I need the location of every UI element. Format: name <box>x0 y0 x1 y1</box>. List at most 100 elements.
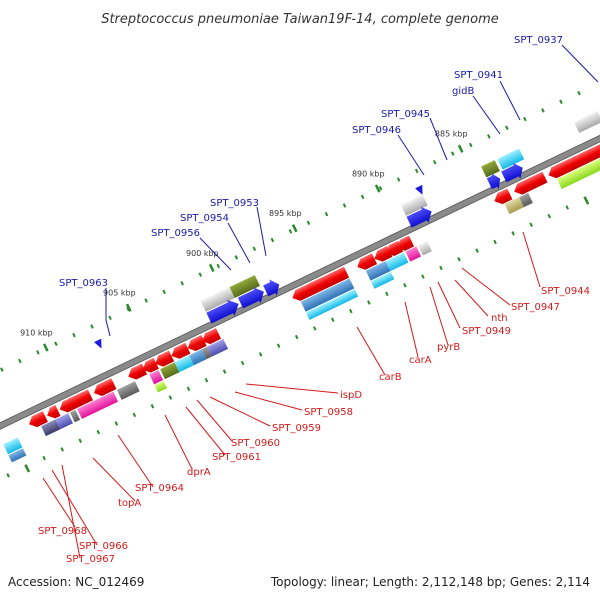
gene-tile <box>41 419 61 437</box>
kbp-label: 900 kbp <box>186 249 219 258</box>
gene-tile <box>77 391 119 419</box>
bottom-gene-labels: SPT_0944 SPT_0947 nth SPT_0949 pyrB carA… <box>38 286 590 565</box>
gene-label: SPT_0944 <box>541 286 590 297</box>
map-title: Streptococcus pneumoniae Taiwan19F-14, c… <box>101 12 499 27</box>
gene-label: SPT_0963 <box>59 278 108 289</box>
gene-arrow <box>406 206 432 228</box>
gene-arrow <box>494 188 513 205</box>
gene-label: SPT_0961 <box>212 452 261 463</box>
gene-label: SPT_0949 <box>462 326 511 337</box>
gene-tile <box>306 289 359 320</box>
gene-tile <box>207 338 229 357</box>
gene-label: SPT_0960 <box>231 438 280 449</box>
gene-tile <box>3 437 23 455</box>
gene-arrow <box>237 287 264 309</box>
gene-arrow <box>155 350 175 367</box>
gene-tile <box>189 349 207 366</box>
forward-genes <box>200 110 600 324</box>
gene-arrow <box>357 253 378 270</box>
top-gene-labels: SPT_0937 SPT_0941 gidB SPT_0945 SPT_0946… <box>59 35 563 289</box>
gene-label: SPT_0954 <box>180 213 229 224</box>
kbp-label: 885 kbp <box>435 130 468 139</box>
lower-tick-row <box>6 196 590 478</box>
gene-tile <box>8 448 27 463</box>
gene-label: nth <box>491 313 508 324</box>
summary-text: Topology: linear; Length: 2,112,148 bp; … <box>270 575 590 589</box>
major-tick <box>125 303 132 312</box>
gene-label: topA <box>118 498 141 509</box>
gene-label: SPT_0953 <box>210 198 259 209</box>
gene-arrow <box>514 171 548 195</box>
reverse-genes <box>3 143 600 463</box>
major-tick <box>24 464 31 473</box>
kbp-label: 890 kbp <box>352 169 385 178</box>
strand-marker-icon <box>415 184 423 195</box>
gene-tile <box>160 362 180 380</box>
gene-tile <box>400 194 428 216</box>
gene-arrow <box>128 363 148 380</box>
major-tick <box>457 144 464 153</box>
gene-tile <box>55 413 73 430</box>
gene-tile <box>370 272 395 289</box>
major-tick <box>42 343 49 352</box>
gene-tile <box>229 275 260 299</box>
gene-tile <box>497 148 525 170</box>
gene-arrow <box>29 411 48 428</box>
major-tick <box>291 224 298 233</box>
gene-tile <box>405 246 422 262</box>
gene-label: SPT_0966 <box>79 541 128 552</box>
gene-label: SPT_0937 <box>514 35 563 46</box>
upper-tick-row <box>0 90 581 372</box>
gene-tile <box>556 154 600 190</box>
gene-tile <box>481 160 500 178</box>
gene-tile <box>519 192 533 208</box>
gene-arrow <box>548 143 600 179</box>
major-tick <box>374 184 381 193</box>
top-leader-lines <box>105 44 599 337</box>
gene-tile <box>201 346 212 360</box>
gene-label: SPT_0945 <box>381 109 430 120</box>
gene-label: SPT_0967 <box>66 554 115 565</box>
gene-arrow <box>202 328 222 345</box>
gene-label: SPT_0941 <box>454 70 503 81</box>
gene-tile <box>574 110 600 133</box>
major-tick <box>583 196 590 205</box>
genome-track: 885 kbp 890 kbp 895 kbp 900 kbp 905 kbp … <box>0 90 600 478</box>
gene-tile <box>154 380 168 393</box>
gene-label: SPT_0968 <box>38 526 87 537</box>
gene-arrow <box>142 357 159 373</box>
gene-label: dprA <box>187 467 211 478</box>
gene-arrow <box>171 342 191 359</box>
kbp-label: 895 kbp <box>269 209 302 218</box>
gene-label: SPT_0956 <box>151 228 200 239</box>
gene-arrow <box>59 389 94 413</box>
gene-tile <box>504 197 524 215</box>
gene-arrow <box>263 279 280 297</box>
gene-tile <box>418 241 432 256</box>
gene-label: SPT_0958 <box>304 407 353 418</box>
gene-tile <box>116 381 140 400</box>
accession-text: Accession: NC_012469 <box>8 575 144 589</box>
gene-tile <box>69 409 81 423</box>
gene-arrow <box>206 299 239 324</box>
gene-label: pyrB <box>437 342 460 353</box>
gene-label: carB <box>379 372 402 383</box>
kbp-label: 910 kbp <box>20 328 53 337</box>
gene-tile <box>200 287 235 312</box>
gene-arrow <box>292 266 350 301</box>
gene-arrow <box>94 378 117 396</box>
gene-label: carA <box>409 355 432 366</box>
major-tick <box>208 263 215 273</box>
strand-marker-icon <box>93 338 102 349</box>
genome-backbone <box>0 126 600 445</box>
gene-label: SPT_0947 <box>511 302 560 313</box>
gene-tile <box>149 370 164 385</box>
bottom-leader-lines <box>42 231 541 559</box>
gene-label: SPT_0964 <box>135 483 184 494</box>
gene-tile <box>365 261 391 281</box>
gene-tile <box>385 252 409 272</box>
gene-tile <box>300 278 355 312</box>
gene-label: SPT_0946 <box>352 125 401 136</box>
gene-tile <box>174 355 194 373</box>
